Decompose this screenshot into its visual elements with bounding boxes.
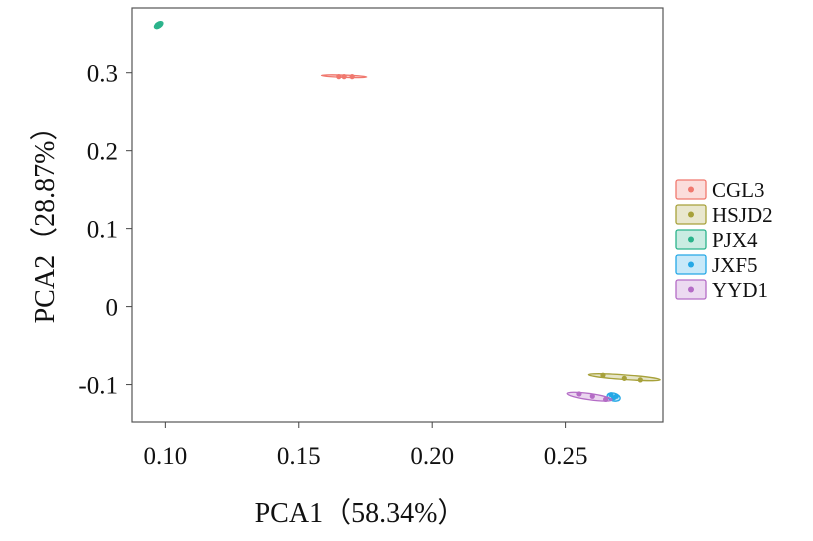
legend-dot-pjx4 bbox=[688, 236, 694, 243]
legend-label-jxf5: JXF5 bbox=[712, 253, 758, 277]
y-axis-ticks: 0.3 0.2 0.1 0 -0.1 bbox=[78, 61, 132, 400]
legend-dot-yyd1 bbox=[688, 286, 694, 293]
y-axis-title: PCA2（28.87%） bbox=[29, 113, 61, 324]
x-axis-ticks: 0.10 0.15 0.20 0.25 bbox=[143, 422, 587, 470]
plot-frame-group bbox=[131, 7, 664, 423]
data-point-hsjd2 bbox=[600, 372, 606, 378]
y-tick-label: 0.3 bbox=[87, 61, 118, 88]
data-point-jxf5 bbox=[613, 393, 619, 399]
x-tick-label: 0.20 bbox=[410, 443, 454, 470]
legend-label-pjx4: PJX4 bbox=[712, 228, 758, 252]
legend-label-cgl3: CGL3 bbox=[712, 178, 765, 202]
x-axis-title: PCA1（58.34%） bbox=[255, 497, 466, 529]
data-point-cgl3 bbox=[349, 74, 355, 80]
plot-area bbox=[131, 7, 664, 423]
data-point-cgl3 bbox=[341, 74, 347, 80]
y-tick-label: -0.1 bbox=[78, 373, 118, 400]
plot-marks-group bbox=[153, 20, 661, 402]
data-point-yyd1 bbox=[589, 393, 595, 399]
x-tick-label: 0.25 bbox=[544, 443, 588, 470]
legend-dot-cgl3 bbox=[688, 186, 694, 193]
y-tick-label: 0 bbox=[106, 295, 119, 322]
legend-label-hsjd2: HSJD2 bbox=[712, 203, 773, 227]
legend-label-yyd1: YYD1 bbox=[712, 278, 768, 302]
y-tick-label: 0.1 bbox=[87, 217, 118, 244]
x-tick-label: 0.10 bbox=[143, 443, 187, 470]
legend-dot-jxf5 bbox=[688, 261, 694, 268]
data-point-cgl3 bbox=[336, 74, 342, 80]
data-point-pjx4 bbox=[154, 22, 160, 28]
data-point-hsjd2 bbox=[621, 375, 627, 381]
data-point-hsjd2 bbox=[637, 377, 643, 383]
x-tick-label: 0.15 bbox=[277, 443, 321, 470]
data-point-yyd1 bbox=[603, 396, 609, 402]
y-tick-label: 0.2 bbox=[87, 139, 118, 166]
legend-dot-hsjd2 bbox=[688, 211, 694, 218]
data-point-yyd1 bbox=[576, 391, 582, 397]
